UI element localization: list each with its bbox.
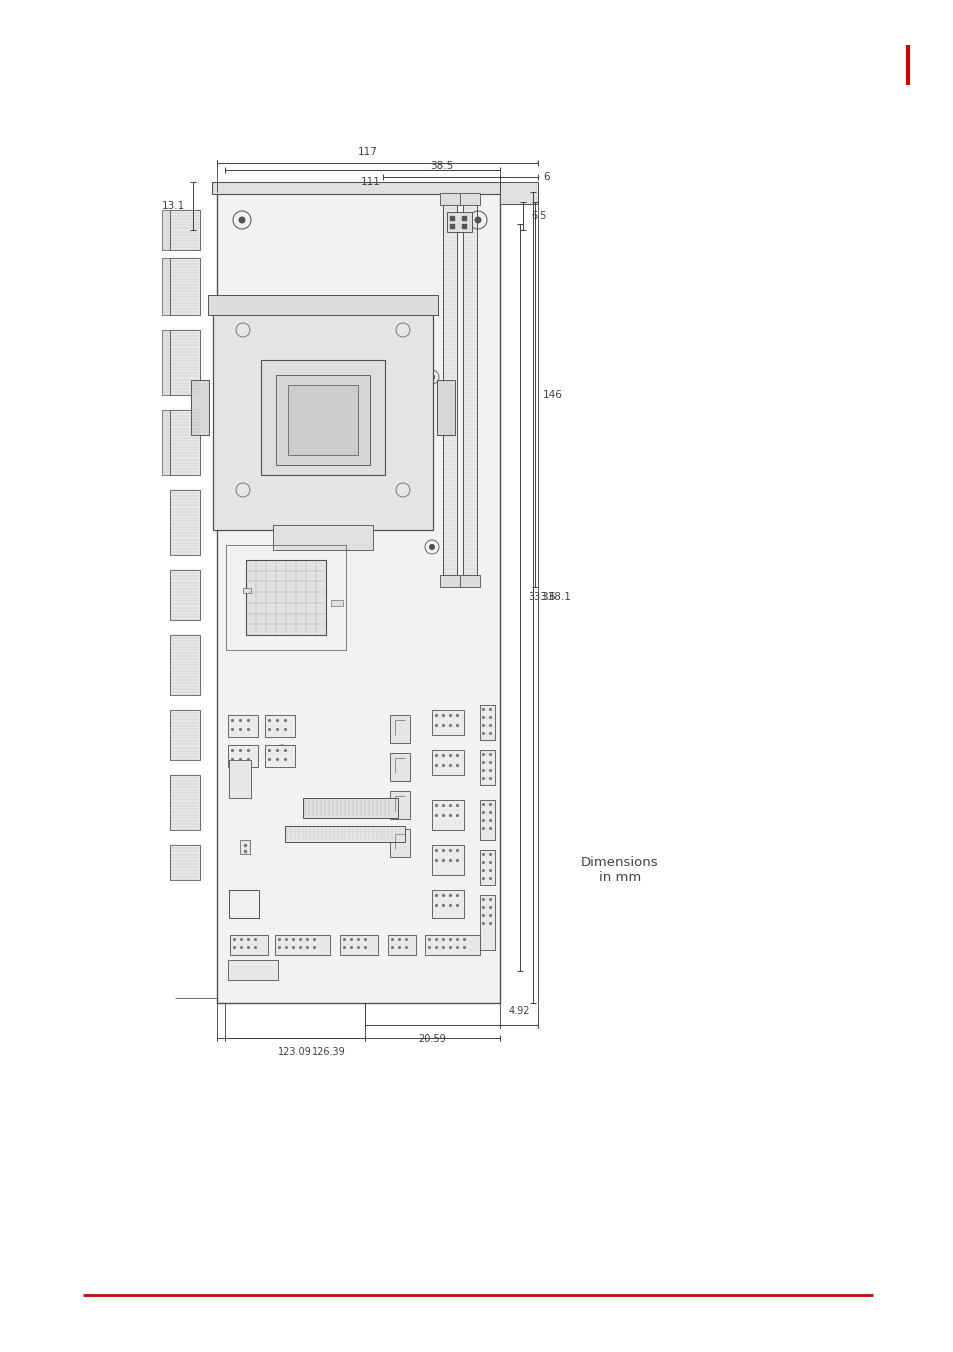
- Text: 13.1: 13.1: [162, 201, 185, 211]
- Bar: [432, 890, 463, 918]
- Bar: [388, 936, 416, 955]
- Bar: [432, 845, 463, 875]
- Bar: [170, 635, 200, 695]
- Text: 111: 111: [360, 177, 380, 187]
- Bar: [275, 375, 370, 465]
- Bar: [243, 588, 251, 594]
- Bar: [246, 560, 326, 635]
- Text: 117: 117: [357, 147, 377, 157]
- Bar: [170, 258, 200, 315]
- Bar: [339, 936, 377, 955]
- Circle shape: [475, 218, 480, 223]
- Text: 6.5: 6.5: [531, 211, 546, 220]
- Bar: [216, 192, 499, 1003]
- Bar: [170, 571, 200, 621]
- Bar: [228, 715, 257, 737]
- Circle shape: [279, 749, 284, 754]
- Bar: [265, 715, 294, 737]
- Bar: [228, 745, 257, 767]
- Bar: [212, 183, 504, 193]
- Circle shape: [429, 545, 434, 549]
- Bar: [170, 710, 200, 760]
- Circle shape: [429, 375, 434, 380]
- Bar: [162, 410, 170, 475]
- Text: 6: 6: [542, 172, 549, 183]
- Bar: [436, 380, 455, 435]
- Text: 338.1: 338.1: [540, 592, 570, 603]
- Bar: [170, 845, 200, 880]
- Bar: [390, 715, 410, 744]
- Text: 123.09: 123.09: [278, 1046, 312, 1057]
- Bar: [170, 489, 200, 556]
- Bar: [261, 360, 385, 475]
- Text: 126.39: 126.39: [312, 1046, 345, 1057]
- Bar: [191, 380, 209, 435]
- Text: 20.59: 20.59: [418, 1034, 446, 1044]
- Bar: [265, 745, 294, 767]
- Bar: [230, 936, 268, 955]
- Bar: [170, 410, 200, 475]
- Bar: [240, 840, 250, 854]
- Text: 4.92: 4.92: [508, 1006, 529, 1015]
- Bar: [442, 206, 456, 575]
- Bar: [170, 330, 200, 395]
- Bar: [162, 258, 170, 315]
- Bar: [479, 750, 495, 786]
- Bar: [432, 750, 463, 775]
- Bar: [390, 753, 410, 781]
- Bar: [162, 330, 170, 395]
- Bar: [479, 800, 495, 840]
- Bar: [274, 936, 330, 955]
- Text: 146: 146: [542, 389, 562, 399]
- Bar: [229, 890, 258, 918]
- Bar: [170, 775, 200, 830]
- Bar: [390, 829, 410, 857]
- Bar: [439, 575, 459, 587]
- Bar: [432, 710, 463, 735]
- Bar: [208, 295, 437, 315]
- Bar: [331, 600, 343, 606]
- Bar: [213, 310, 433, 530]
- Bar: [499, 183, 537, 204]
- Bar: [459, 575, 479, 587]
- Bar: [424, 936, 479, 955]
- Bar: [462, 206, 476, 575]
- Bar: [162, 210, 170, 250]
- Bar: [432, 800, 463, 830]
- Text: 333.6: 333.6: [527, 592, 555, 603]
- Bar: [447, 212, 472, 233]
- Text: Dimensions
in mm: Dimensions in mm: [580, 856, 659, 884]
- Bar: [459, 193, 479, 206]
- Bar: [390, 791, 410, 819]
- Bar: [228, 960, 277, 980]
- Circle shape: [279, 375, 284, 380]
- Bar: [303, 798, 397, 818]
- Bar: [479, 704, 495, 740]
- Bar: [288, 385, 357, 456]
- Text: 38.5: 38.5: [430, 161, 453, 170]
- Bar: [229, 760, 251, 798]
- Bar: [479, 895, 495, 950]
- Bar: [273, 525, 373, 550]
- Bar: [479, 850, 495, 886]
- Bar: [170, 210, 200, 250]
- Bar: [285, 826, 405, 842]
- Bar: [439, 193, 459, 206]
- Bar: [226, 545, 346, 650]
- Circle shape: [239, 218, 245, 223]
